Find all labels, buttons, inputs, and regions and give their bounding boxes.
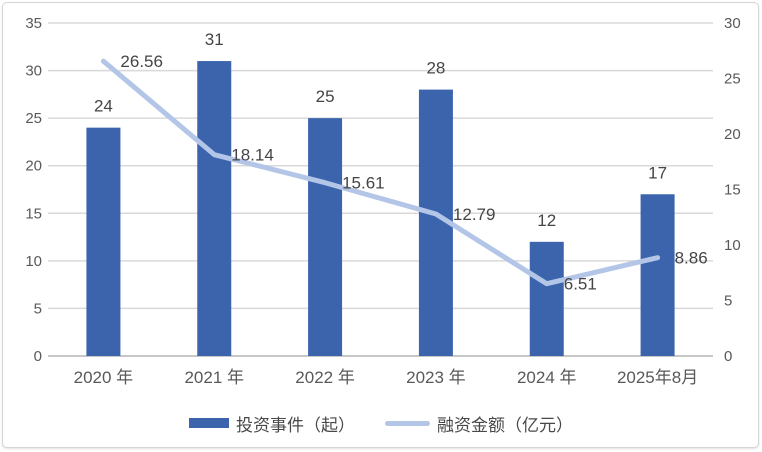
y-axis-tick-label-left: 15 [25,205,42,222]
line-series-swatch-icon [385,420,430,426]
y-axis-tick-label-right: 0 [724,348,732,365]
x-axis-label: 2021 年 [184,368,244,387]
line-data-label: 15.61 [342,174,385,193]
bar-data-label: 25 [316,87,335,106]
bar-data-label: 24 [94,97,113,116]
line-data-label: 6.51 [564,275,597,294]
bar-data-label: 12 [537,211,556,230]
bar-data-label: 31 [205,30,224,49]
y-axis-tick-label-left: 5 [34,300,42,317]
y-axis-tick-label-right: 25 [724,71,741,88]
y-axis-tick-label-left: 30 [25,63,42,80]
x-axis-label: 2024 年 [517,368,577,387]
y-axis-tick-label-left: 20 [25,158,42,175]
bar [308,118,343,357]
y-axis-tick-label-right: 15 [724,182,741,199]
legend-item-line-series: 融资金额（亿元） [385,411,573,436]
x-axis-label: 2025年8月 [617,368,698,387]
y-axis-tick-label-left: 0 [34,348,42,365]
x-axis-label: 2022 年 [295,368,355,387]
bar [197,61,232,357]
bar-series-swatch-icon [189,418,229,428]
x-axis-label: 2020 年 [74,368,134,387]
bar [529,241,564,356]
bar-series-label: 投资事件（起） [236,415,355,435]
y-axis-tick-label-right: 10 [724,237,741,254]
line-data-label: 12.79 [453,205,496,224]
line-series-label: 融资金额（亿元） [437,415,573,435]
y-axis-tick-label-right: 5 [724,293,732,310]
line-data-label: 18.14 [231,146,274,165]
y-axis-tick-label-right: 30 [724,15,741,32]
y-axis-tick-label-left: 10 [25,253,42,270]
bar [86,127,121,357]
chart-legend: 投资事件（起） 融资金额（亿元） [0,409,762,437]
line-data-label: 26.56 [120,52,163,71]
y-axis-tick-label-left: 35 [25,15,42,32]
y-axis-tick-label-right: 20 [724,126,741,143]
bar-data-label: 28 [426,59,445,78]
x-axis-label: 2023 年 [406,368,466,387]
line-data-label: 8.86 [675,249,708,268]
trend-line [100,58,661,287]
legend-item-bar-series: 投资事件（起） [189,411,355,436]
bar-data-label: 17 [648,163,667,182]
y-axis-tick-label-left: 25 [25,110,42,127]
bar [640,194,675,356]
